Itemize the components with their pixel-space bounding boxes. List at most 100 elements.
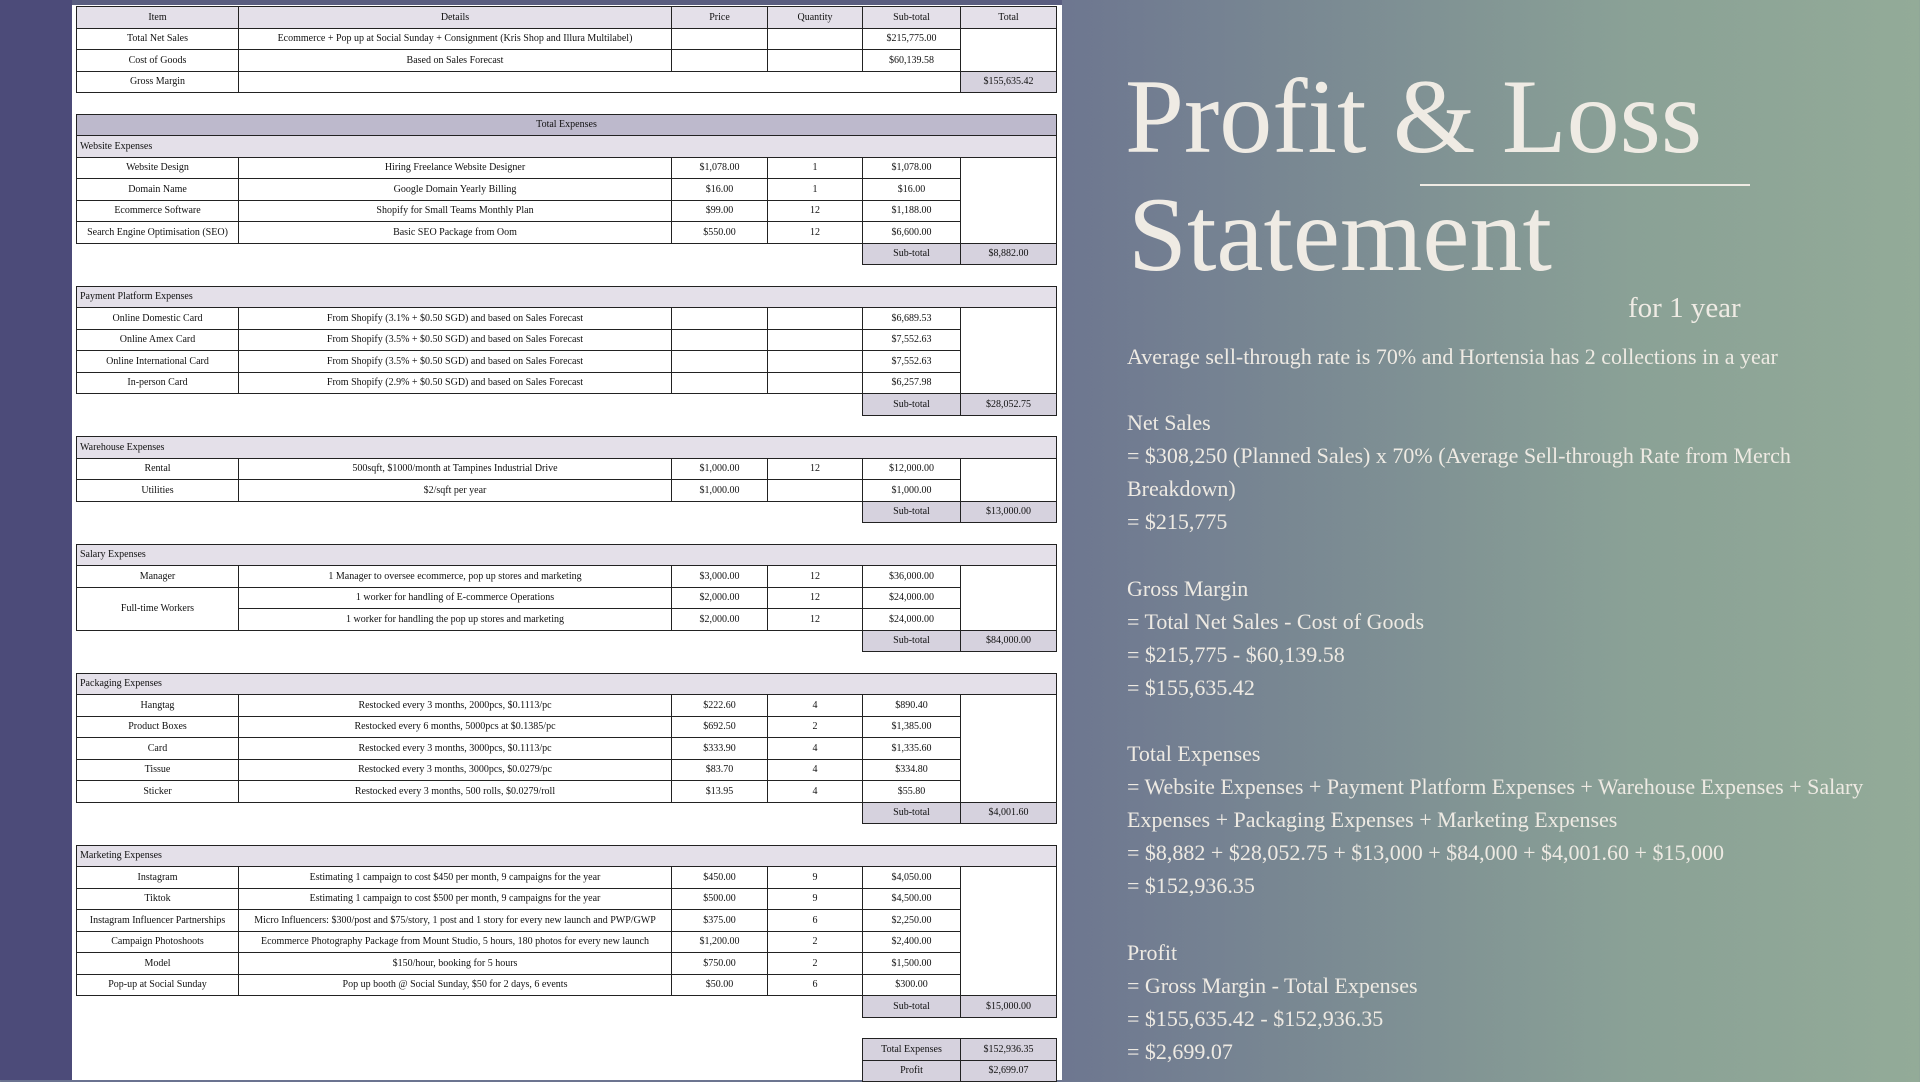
item-cell: Rental — [76, 458, 239, 481]
subtotal-cell: $7,552.63 — [862, 350, 961, 373]
price-cell: $1,000.00 — [671, 458, 768, 481]
subtotal-cell: $2,400.00 — [862, 931, 961, 954]
price-cell: $13.95 — [671, 780, 768, 803]
section-header: Packaging Expenses — [76, 673, 1057, 696]
subtotal-label: Profit — [862, 1060, 961, 1082]
price-cell: $333.90 — [671, 737, 768, 760]
details-cell: From Shopify (2.9% + $0.50 SGD) and base… — [238, 372, 672, 395]
details-cell: Ecommerce + Pop up at Social Sunday + Co… — [238, 28, 672, 51]
subtotal-cell: $6,689.53 — [862, 307, 961, 330]
calc-line: = $8,882 + $28,052.75 + $13,000 + $84,00… — [1127, 836, 1897, 869]
subtotal-value: $15,000.00 — [960, 995, 1057, 1018]
item-cell: Tiktok — [76, 888, 239, 911]
price-cell — [671, 329, 768, 352]
item-cell: Campaign Photoshoots — [76, 931, 239, 954]
total-cell — [960, 178, 1057, 201]
total-cell — [960, 866, 1057, 889]
total-cell — [960, 28, 1057, 51]
calc-line: = Total Net Sales - Cost of Goods — [1127, 605, 1897, 638]
subtotal-label: Sub-total — [862, 630, 961, 653]
subtotal-value: $2,699.07 — [960, 1060, 1057, 1082]
price-cell — [671, 350, 768, 373]
subtotal-cell: $4,500.00 — [862, 888, 961, 911]
calc-block: Profit= Gross Margin - Total Expenses= $… — [1127, 936, 1897, 1068]
title-line-2: Statement — [1128, 180, 1552, 290]
item-cell: Online International Card — [76, 350, 239, 373]
subtotal-label: Sub-total — [862, 501, 961, 524]
price-cell: $3,000.00 — [671, 565, 768, 588]
total-cell — [960, 307, 1057, 330]
details-cell: From Shopify (3.5% + $0.50 SGD) and base… — [238, 350, 672, 373]
details-cell: Based on Sales Forecast — [238, 49, 672, 72]
details-cell: From Shopify (3.1% + $0.50 SGD) and base… — [238, 307, 672, 330]
total-cell — [960, 952, 1057, 975]
price-cell: $83.70 — [671, 759, 768, 782]
calc-line: = $2,699.07 — [1127, 1035, 1897, 1068]
subtotal-value: $152,936.35 — [960, 1038, 1057, 1061]
price-cell: $1,200.00 — [671, 931, 768, 954]
quantity-cell: 2 — [767, 931, 863, 954]
quantity-cell — [767, 372, 863, 395]
details-cell: 1 worker for handling of E-commerce Oper… — [238, 587, 672, 610]
details-cell: Ecommerce Photography Package from Mount… — [238, 931, 672, 954]
price-cell — [671, 372, 768, 395]
section-header: Marketing Expenses — [76, 845, 1057, 868]
item-cell: Product Boxes — [76, 716, 239, 739]
item-cell: Tissue — [76, 759, 239, 782]
total-cell — [960, 329, 1057, 352]
quantity-cell: 1 — [767, 178, 863, 201]
total-cell — [960, 49, 1057, 72]
calc-line: = Website Expenses + Payment Platform Ex… — [1127, 770, 1897, 836]
total-cell — [960, 200, 1057, 223]
item-cell: Search Engine Optimisation (SEO) — [76, 221, 239, 244]
quantity-cell: 9 — [767, 888, 863, 911]
item-cell: Instagram Influencer Partnerships — [76, 909, 239, 932]
subtotal-value: $4,001.60 — [960, 802, 1057, 825]
total-cell — [960, 608, 1057, 631]
quantity-cell: 4 — [767, 759, 863, 782]
subtotal-cell: $1,188.00 — [862, 200, 961, 223]
quantity-cell: 12 — [767, 565, 863, 588]
details-cell: Micro Influencers: $300/post and $75/sto… — [238, 909, 672, 932]
details-cell: From Shopify (3.5% + $0.50 SGD) and base… — [238, 329, 672, 352]
total-cell — [960, 974, 1057, 997]
column-header: Sub-total — [862, 6, 961, 29]
calc-heading: Profit — [1127, 936, 1897, 969]
subtotal-value: $28,052.75 — [960, 393, 1057, 416]
total-cell — [960, 221, 1057, 244]
subtotal-cell: $1,078.00 — [862, 157, 961, 180]
calc-heading: Gross Margin — [1127, 572, 1897, 605]
quantity-cell: 6 — [767, 909, 863, 932]
item-cell: Full-time Workers — [76, 587, 239, 631]
subtitle: for 1 year — [1628, 292, 1741, 325]
subtotal-cell: $12,000.00 — [862, 458, 961, 481]
price-cell: $50.00 — [671, 974, 768, 997]
subtotal-label: Sub-total — [862, 802, 961, 825]
subtotal-label: Sub-total — [862, 243, 961, 266]
quantity-cell — [767, 329, 863, 352]
price-cell: $375.00 — [671, 909, 768, 932]
quantity-cell: 2 — [767, 952, 863, 975]
total-cell — [960, 694, 1057, 717]
details-cell: Estimating 1 campaign to cost $450 per m… — [238, 866, 672, 889]
details-cell: 1 worker for handling the pop up stores … — [238, 608, 672, 631]
total-cell — [960, 458, 1057, 481]
quantity-cell: 1 — [767, 157, 863, 180]
total-cell — [960, 587, 1057, 610]
column-header: Price — [671, 6, 768, 29]
total-cell — [960, 931, 1057, 954]
column-header: Total — [960, 6, 1057, 29]
subtotal-label: Sub-total — [862, 393, 961, 416]
details-cell: Hiring Freelance Website Designer — [238, 157, 672, 180]
calc-heading: Total Expenses — [1127, 737, 1897, 770]
item-cell: Online Amex Card — [76, 329, 239, 352]
subtotal-cell: $1,385.00 — [862, 716, 961, 739]
details-cell: Restocked every 3 months, 500 rolls, $0.… — [238, 780, 672, 803]
subtotal-cell: $334.80 — [862, 759, 961, 782]
subtotal-cell: $1,000.00 — [862, 479, 961, 502]
details-cell: Pop up booth @ Social Sunday, $50 for 2 … — [238, 974, 672, 997]
details-cell — [238, 71, 961, 94]
calc-line: = $155,635.42 — [1127, 671, 1897, 704]
item-cell: Card — [76, 737, 239, 760]
quantity-cell: 2 — [767, 716, 863, 739]
